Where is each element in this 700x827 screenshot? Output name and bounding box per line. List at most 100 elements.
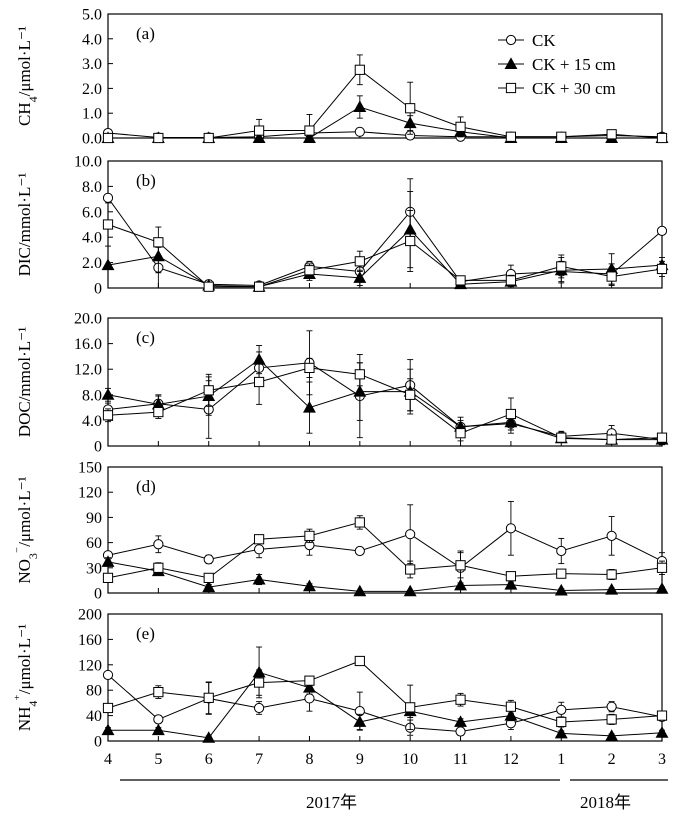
data-point [153, 237, 164, 248]
panel-a-ylabel-base: CH [15, 102, 34, 126]
data-point [304, 362, 315, 374]
data-point [455, 428, 466, 439]
data-point [102, 219, 114, 230]
panel-d-ytick-label: 0 [94, 586, 102, 603]
panel-a-ylabel: CH4/μmol·L⁻¹ [15, 26, 40, 126]
data-point [505, 701, 517, 712]
series-c-1 [101, 345, 669, 445]
data-point [354, 517, 365, 528]
panel-c-ytick-label: 4.0 [82, 413, 102, 430]
data-point [353, 715, 367, 727]
data-point [304, 125, 315, 136]
panel-a-frame [107, 13, 663, 139]
data-point [102, 132, 114, 144]
series-d-1 [101, 555, 669, 597]
data-point [252, 572, 266, 585]
panel-e-ytick-label: 40 [86, 708, 102, 725]
series-line [107, 358, 662, 441]
panel-b-ytick-label: 4.0 [82, 230, 102, 247]
panel-e-frame [107, 613, 663, 742]
panel-a-ylabel-sub: 4 [26, 96, 40, 102]
x-tick-label: 7 [255, 751, 263, 768]
panel-d-ylabel-sub: 3 [26, 553, 40, 559]
panel-a-ytick-label: 2.0 [82, 81, 102, 98]
data-point [303, 579, 316, 592]
data-point [203, 572, 214, 583]
panel-e-ylabel-unit: /μmol·L⁻¹ [15, 624, 34, 694]
panel-c-ytick-label: 12.0 [74, 362, 102, 379]
data-point [606, 434, 617, 445]
data-point [253, 702, 265, 714]
data-point [253, 677, 265, 688]
panel-c-ytick-label: 8.0 [82, 387, 102, 404]
panel-b-ytick-label: 6.0 [82, 204, 102, 221]
data-point [353, 584, 367, 597]
data-point [556, 131, 567, 142]
panel-b: 0 2.0 4.0 6.0 8.0 10.0 DIC/mmol·L⁻¹ (b) [15, 154, 669, 298]
panel-d-ytick-label: 120 [78, 485, 102, 502]
data-point [655, 726, 669, 738]
panel-a-label: (a) [136, 24, 155, 43]
series-b-2 [102, 202, 668, 292]
data-point [455, 275, 466, 286]
data-point [253, 376, 265, 388]
x-tick-label: 11 [453, 751, 468, 768]
panel-e-ylabel-sup: ⁺ [12, 694, 26, 700]
data-point [304, 675, 315, 686]
data-point [455, 726, 466, 737]
panel-b-ylabel: DIC/mmol·L⁻¹ [15, 173, 34, 277]
data-point [504, 577, 518, 590]
data-point [101, 258, 115, 271]
x-tick-label: 10 [402, 751, 418, 768]
data-point [253, 534, 265, 545]
data-point [354, 545, 365, 557]
data-point [606, 701, 617, 712]
panel-c-ytick-label: 0 [94, 439, 102, 456]
data-point [556, 704, 567, 715]
data-point [556, 545, 567, 557]
data-point [303, 400, 316, 413]
data-point [554, 583, 568, 596]
data-point [455, 560, 466, 571]
panel-c-frame [107, 317, 663, 447]
panel-d-frame [107, 466, 663, 594]
x-axis-group: 4 5 6 7 8 9 10 11 12 1 2 3 [104, 751, 666, 768]
panel-a: 0.0 1.0 2.0 3.0 4.0 5.0 CH4/μmol·L⁻¹ (a) CK CK + … [15, 7, 669, 148]
x-tick-label: 4 [104, 751, 112, 768]
panel-e-ylabel-sub: 4 [26, 701, 40, 707]
panel-e-ytick-label: 80 [86, 683, 102, 700]
data-point [203, 554, 214, 565]
data-point [405, 389, 416, 400]
panel-d-ylabel-sup: ⁻ [12, 547, 26, 553]
series-line [107, 131, 663, 139]
data-point [505, 131, 517, 142]
data-point [405, 235, 416, 247]
panel-d: 0 30 60 90 120 150 NO3⁻/μmol·L⁻¹ (d) [12, 460, 669, 603]
data-point [253, 281, 265, 292]
legend-marker [505, 34, 517, 46]
data-point [656, 132, 668, 144]
series-line [107, 228, 663, 288]
data-point [354, 126, 365, 137]
data-point [102, 192, 114, 203]
series-d-2 [102, 515, 668, 583]
panel-e-label: (e) [136, 624, 155, 643]
panel-a-ytick-label: 1.0 [82, 106, 102, 123]
data-point [153, 406, 164, 418]
x-tick-label: 1 [557, 751, 565, 768]
data-point [606, 569, 617, 580]
data-point [304, 693, 315, 704]
panel-d-ylabel-base: NO [15, 559, 34, 584]
data-point [354, 369, 365, 380]
x-tick-label: 3 [658, 751, 666, 768]
data-point [102, 702, 114, 714]
series-e-2 [102, 655, 668, 731]
legend-label: CK + 15 cm [532, 55, 616, 74]
x-tick-label: 5 [154, 751, 162, 768]
panel-e-ylabel-base: NH [15, 707, 34, 732]
panel-b-frame [107, 160, 663, 289]
series-e-1 [101, 646, 669, 743]
panel-e-ytick-label: 0 [94, 734, 102, 751]
data-point [405, 529, 416, 540]
